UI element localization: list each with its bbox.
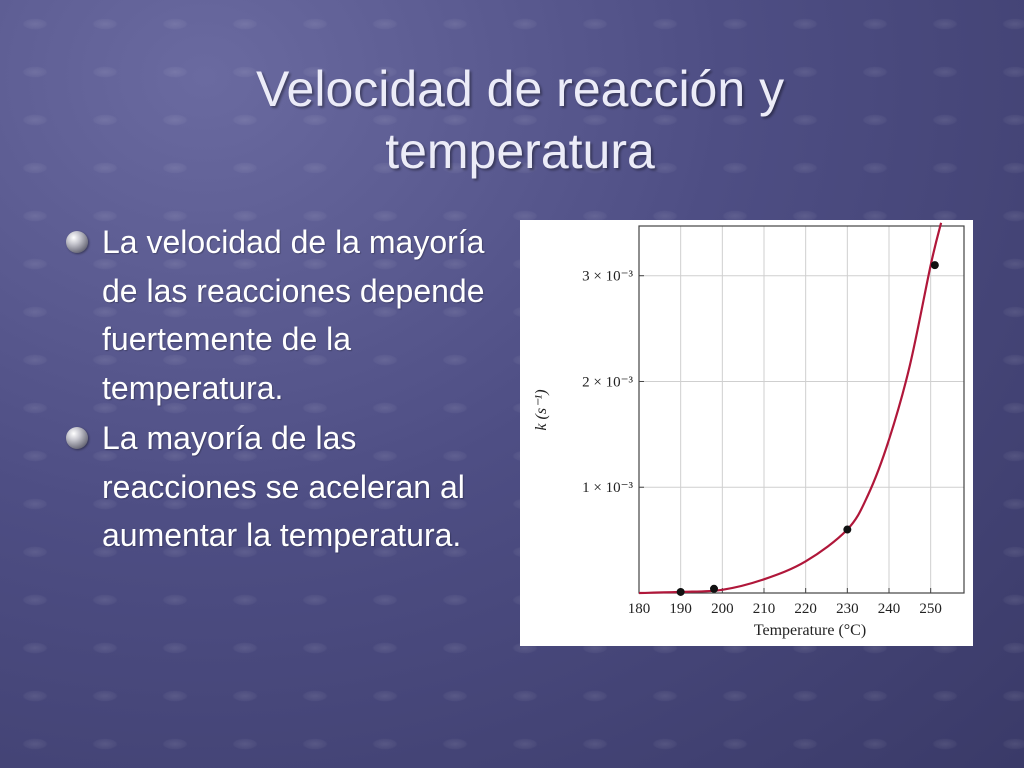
title-line-2: temperatura — [385, 123, 655, 179]
sphere-bullet-icon — [66, 427, 88, 449]
y-axis-label: k (s⁻¹) — [533, 389, 550, 430]
bullet-text: La mayoría de las reacciones se aceleran… — [102, 420, 465, 553]
x-axis-label: Temperature (°C) — [754, 622, 866, 639]
data-points — [676, 261, 939, 596]
rate-temperature-chart: 180 190 200 210 220 230 240 250 1 × 10⁻³ 2 × 10⁻³… — [533, 222, 965, 639]
title-line-1: Velocidad de reacción y — [255, 61, 785, 117]
bullet-list: La velocidad de la mayoría de las reacci… — [66, 218, 496, 560]
chart-panel: 180 190 200 210 220 230 240 250 1 × 10⁻³ 2 × 10⁻³… — [520, 220, 973, 646]
bullet-item: La velocidad de la mayoría de las reacci… — [66, 218, 496, 412]
y-tick-label: 1 × 10⁻³ — [582, 480, 633, 496]
x-tick-label: 190 — [669, 601, 692, 617]
rate-curve — [638, 222, 943, 595]
x-tick-label: 180 — [628, 601, 651, 617]
plot-frame — [638, 225, 965, 594]
slide-title: Velocidad de reacción y temperatura — [130, 58, 910, 182]
x-tick-label: 220 — [794, 601, 817, 617]
bullet-text: La velocidad de la mayoría de las reacci… — [102, 224, 485, 406]
bullet-item: La mayoría de las reacciones se aceleran… — [66, 414, 496, 560]
x-tick-label: 250 — [919, 601, 942, 617]
y-tick-label: 2 × 10⁻³ — [582, 374, 633, 390]
tick-labels: 180 190 200 210 220 230 240 250 1 × 10⁻³ 2 × 10⁻³… — [582, 269, 942, 617]
chart-grid — [639, 226, 964, 593]
y-tick-label: 3 × 10⁻³ — [582, 269, 633, 285]
x-tick-label: 230 — [836, 601, 859, 617]
data-point — [676, 587, 685, 596]
x-tick-label: 210 — [753, 601, 776, 617]
data-point — [930, 261, 939, 270]
data-point — [710, 584, 718, 593]
x-tick-label: 200 — [711, 601, 734, 617]
data-point — [843, 525, 852, 534]
x-tick-label: 240 — [878, 601, 901, 617]
sphere-bullet-icon — [66, 231, 88, 253]
